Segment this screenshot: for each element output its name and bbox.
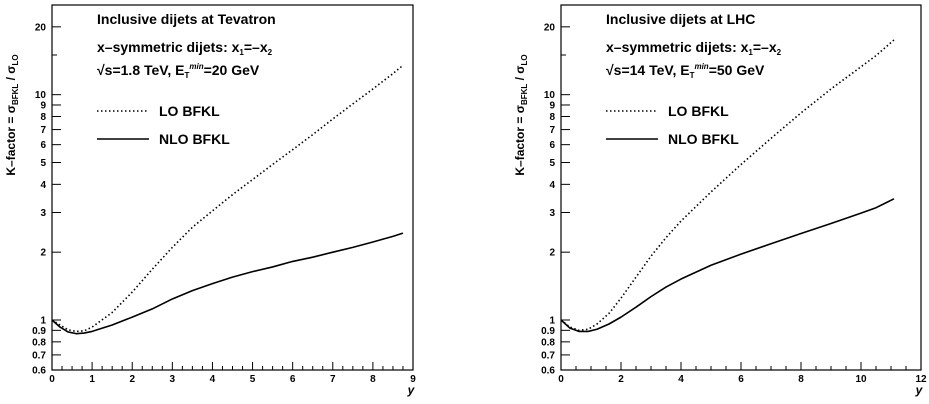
lhc-y-tick-label: 6 [549,140,555,151]
lhc-legend-lo-label: LO BFKL [668,103,729,119]
tevatron-y-tick-label: 4 [40,180,46,191]
lhc-y-tick-label: 0.8 [541,337,555,348]
lhc-y-tick-label: 5 [549,158,555,169]
lhc-x-axis-label: y [915,383,924,397]
lhc-y-tick-label: 3 [549,208,555,219]
tevatron-y-tick-label: 0.6 [32,366,46,377]
tevatron-title: Inclusive dijets at Tevatron [97,11,276,27]
tevatron-y-tick-label: 5 [40,158,46,169]
tevatron-y-tick-label: 2 [40,248,46,259]
tevatron-x-tick-label: 3 [170,374,176,385]
lhc-title: Inclusive dijets at LHC [606,11,755,27]
lhc-x-tick-label: 8 [798,374,804,385]
lhc-x-tick-label: 4 [678,374,684,385]
tevatron-y-tick-label: 0.8 [32,337,46,348]
tevatron-y-tick-label: 0.7 [32,350,46,361]
lhc-y-axis-label: K–factor = σBFKL / σLO [513,54,529,175]
lhc-x-tick-label: 0 [558,374,564,385]
lhc-x-tick-label: 2 [618,374,624,385]
lhc-legend-nlo-label: NLO BFKL [668,131,739,147]
lhc-x-tick-label: 6 [738,374,744,385]
tevatron-y-tick-label: 10 [35,90,47,101]
lhc-y-tick-label: 7 [549,125,555,136]
tevatron-y-axis-label: K–factor = σBFKL / σLO [4,54,20,175]
tevatron-plot-frame [51,4,414,371]
tevatron-x-tick-label: 2 [129,374,135,385]
tevatron-nlo-bfkl-curve [51,232,404,335]
lhc-y-tick-label: 2 [549,248,555,259]
lhc-y-tick-label: 20 [544,22,556,33]
tevatron-y-tick-label: 3 [40,208,46,219]
tevatron-y-tick-label: 20 [35,22,47,33]
lhc-symmetry-annotation: x–symmetric dijets: x1=–x2 [606,39,782,57]
tevatron-legend-lo-label: LO BFKL [159,103,220,119]
tevatron-x-axis-label: y [407,383,416,397]
tevatron-x-tick-label: 9 [410,374,416,385]
tevatron-y-tick-label: 0.9 [32,326,46,337]
tevatron-x-tick-label: 4 [210,374,216,385]
tevatron-x-tick-label: 7 [330,374,336,385]
tevatron-x-tick-label: 6 [290,374,296,385]
tevatron-y-tick-label: 9 [40,100,46,111]
lhc-y-tick-label: 9 [549,100,555,111]
lhc-energy-annotation: √s=14 TeV, ETmin=50 GeV [606,62,765,80]
tevatron-legend-nlo-label: NLO BFKL [159,131,230,147]
lhc-y-tick-label: 1 [549,316,555,327]
lhc-y-tick-label: 4 [549,180,555,191]
lhc-y-tick-label: 10 [544,90,556,101]
tevatron-energy-annotation: √s=1.8 TeV, ETmin=20 GeV [97,62,260,80]
tevatron-x-tick-label: 5 [250,374,256,385]
lhc-y-tick-label: 0.7 [541,350,555,361]
tevatron-y-tick-label: 7 [40,125,46,136]
lhc-y-tick-label: 0.9 [541,326,555,337]
lhc-y-tick-label: 0.6 [541,366,555,377]
lhc-nlo-bfkl-curve [560,198,895,333]
lhc-x-tick-label: 10 [855,374,867,385]
lhc-panel: 0 2 4 6 8 10 120.60.70.80.91234567891020yK–fac… [513,4,927,397]
tevatron-x-tick-label: 1 [89,374,95,385]
tevatron-y-tick-label: 8 [40,112,46,123]
tevatron-x-tick-label: 8 [370,374,376,385]
lhc-lo-bfkl-curve [560,39,895,332]
tevatron-symmetry-annotation: x–symmetric dijets: x1=–x2 [97,39,273,57]
tevatron-y-tick-label: 6 [40,140,46,151]
tevatron-x-tick-label: 0 [49,374,55,385]
tevatron-panel: 0 1 2 3 4 5 6 7 8 90.60.70.80.91234567891020yK–fa… [4,4,416,397]
lhc-plot-frame [560,4,922,371]
lhc-x-tick-label: 12 [915,374,927,385]
tevatron-y-tick-label: 1 [40,316,46,327]
lhc-y-tick-label: 8 [549,112,555,123]
tevatron-lo-bfkl-curve [51,64,404,333]
